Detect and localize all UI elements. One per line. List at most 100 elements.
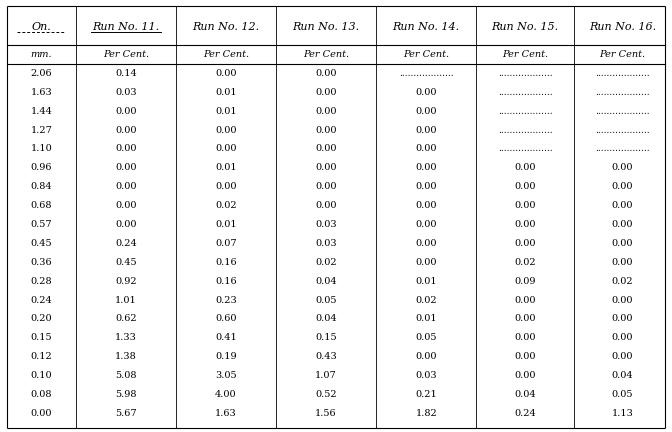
Text: 0.00: 0.00 — [115, 220, 136, 229]
Text: 0.00: 0.00 — [315, 107, 337, 116]
Text: Per Cent.: Per Cent. — [599, 50, 646, 59]
Text: ...................: ................... — [498, 126, 552, 135]
Text: 0.00: 0.00 — [415, 163, 437, 172]
Text: 0.60: 0.60 — [215, 314, 237, 324]
Text: 0.00: 0.00 — [612, 314, 633, 324]
Text: 0.00: 0.00 — [514, 334, 536, 342]
Text: 0.68: 0.68 — [30, 201, 52, 210]
Text: 1.63: 1.63 — [215, 409, 237, 418]
Text: ...................: ................... — [498, 69, 552, 78]
Text: 0.00: 0.00 — [115, 182, 136, 191]
Text: 0.84: 0.84 — [30, 182, 52, 191]
Text: ...................: ................... — [498, 107, 552, 116]
Text: 0.00: 0.00 — [415, 258, 437, 267]
Text: 0.00: 0.00 — [215, 69, 237, 78]
Text: 0.00: 0.00 — [115, 126, 136, 135]
Text: 0.00: 0.00 — [514, 371, 536, 380]
Text: 0.00: 0.00 — [215, 144, 237, 153]
Text: 0.00: 0.00 — [612, 182, 633, 191]
Text: Run No. 12.: Run No. 12. — [192, 22, 259, 32]
Text: 1.13: 1.13 — [612, 409, 634, 418]
Text: 0.08: 0.08 — [30, 390, 52, 399]
Text: 0.16: 0.16 — [215, 258, 237, 267]
Text: 0.62: 0.62 — [115, 314, 136, 324]
Text: ...................: ................... — [498, 88, 552, 97]
Text: ...................: ................... — [595, 144, 650, 153]
Text: 5.67: 5.67 — [115, 409, 136, 418]
Text: 0.00: 0.00 — [612, 295, 633, 305]
Text: 0.05: 0.05 — [612, 390, 633, 399]
Text: 0.03: 0.03 — [415, 371, 437, 380]
Text: 0.00: 0.00 — [215, 126, 237, 135]
Text: 0.00: 0.00 — [315, 144, 337, 153]
Text: 0.00: 0.00 — [514, 163, 536, 172]
Text: ...................: ................... — [595, 69, 650, 78]
Text: 0.00: 0.00 — [612, 201, 633, 210]
Text: 0.00: 0.00 — [215, 182, 237, 191]
Text: Per Cent.: Per Cent. — [103, 50, 149, 59]
Text: 0.14: 0.14 — [115, 69, 137, 78]
Text: 1.38: 1.38 — [115, 352, 137, 361]
Text: 1.01: 1.01 — [115, 295, 137, 305]
Text: Run No. 15.: Run No. 15. — [491, 22, 558, 32]
Text: 0.00: 0.00 — [315, 163, 337, 172]
Text: 0.00: 0.00 — [514, 352, 536, 361]
Text: 0.00: 0.00 — [315, 201, 337, 210]
Text: 0.12: 0.12 — [30, 352, 52, 361]
Text: Run No. 14.: Run No. 14. — [392, 22, 460, 32]
Text: 4.00: 4.00 — [215, 390, 237, 399]
Text: 0.92: 0.92 — [115, 276, 136, 286]
Text: ...................: ................... — [498, 144, 552, 153]
Text: 0.28: 0.28 — [30, 276, 52, 286]
Text: 0.05: 0.05 — [415, 334, 437, 342]
Text: 0.00: 0.00 — [315, 126, 337, 135]
Text: 2.06: 2.06 — [30, 69, 52, 78]
Text: Run No. 16.: Run No. 16. — [589, 22, 656, 32]
Text: 0.24: 0.24 — [514, 409, 536, 418]
Text: 0.21: 0.21 — [415, 390, 437, 399]
Text: 0.04: 0.04 — [514, 390, 536, 399]
Text: Run No. 13.: Run No. 13. — [292, 22, 360, 32]
Text: 0.41: 0.41 — [215, 334, 237, 342]
Text: ...................: ................... — [399, 69, 454, 78]
Text: ...................: ................... — [595, 107, 650, 116]
Text: 0.02: 0.02 — [415, 295, 437, 305]
Text: 0.96: 0.96 — [30, 163, 52, 172]
Text: 5.08: 5.08 — [115, 371, 136, 380]
Text: Per Cent.: Per Cent. — [203, 50, 249, 59]
Text: 0.24: 0.24 — [30, 295, 52, 305]
Text: 0.01: 0.01 — [415, 276, 437, 286]
Text: 0.05: 0.05 — [315, 295, 337, 305]
Text: 0.15: 0.15 — [30, 334, 52, 342]
Text: 0.43: 0.43 — [315, 352, 337, 361]
Text: 1.56: 1.56 — [315, 409, 337, 418]
Text: 0.00: 0.00 — [115, 144, 136, 153]
Text: 0.23: 0.23 — [215, 295, 237, 305]
Text: 0.24: 0.24 — [115, 239, 137, 248]
Text: 0.00: 0.00 — [30, 409, 52, 418]
Text: Per Cent.: Per Cent. — [403, 50, 450, 59]
Text: 0.00: 0.00 — [315, 182, 337, 191]
Text: 0.00: 0.00 — [612, 258, 633, 267]
Text: Per Cent.: Per Cent. — [303, 50, 349, 59]
Text: 0.00: 0.00 — [115, 107, 136, 116]
Text: 0.02: 0.02 — [315, 258, 337, 267]
Text: 0.00: 0.00 — [612, 239, 633, 248]
Text: 0.00: 0.00 — [115, 201, 136, 210]
Text: 0.00: 0.00 — [514, 201, 536, 210]
Text: mm.: mm. — [30, 50, 52, 59]
Text: 0.09: 0.09 — [514, 276, 536, 286]
Text: 0.15: 0.15 — [315, 334, 337, 342]
Text: Per Cent.: Per Cent. — [502, 50, 548, 59]
Text: 0.00: 0.00 — [514, 182, 536, 191]
Text: 0.00: 0.00 — [415, 182, 437, 191]
Text: 0.00: 0.00 — [612, 220, 633, 229]
Text: 3.05: 3.05 — [215, 371, 237, 380]
Text: 0.00: 0.00 — [415, 144, 437, 153]
Text: 0.01: 0.01 — [415, 314, 437, 324]
Text: 0.03: 0.03 — [315, 239, 337, 248]
Text: 0.00: 0.00 — [612, 334, 633, 342]
Text: 1.10: 1.10 — [30, 144, 52, 153]
Text: 1.44: 1.44 — [30, 107, 52, 116]
Text: 1.33: 1.33 — [115, 334, 137, 342]
